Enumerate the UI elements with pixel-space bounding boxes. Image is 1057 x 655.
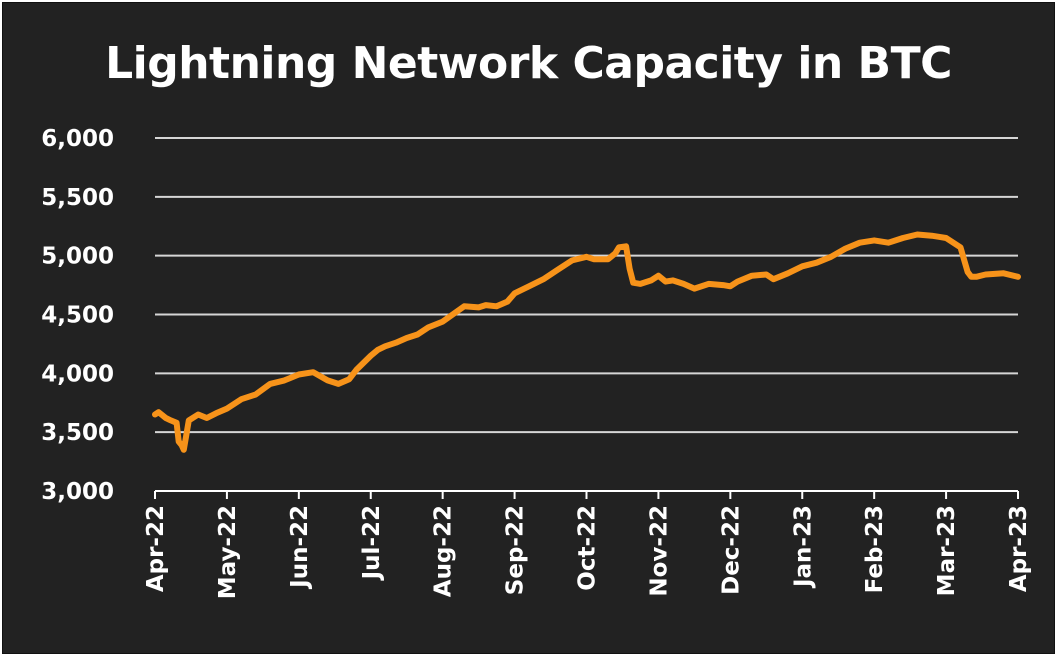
x-tick-label: Apr-23: [1006, 505, 1032, 592]
y-tick-label: 6,000: [41, 126, 114, 152]
series-layer: [152, 231, 1021, 453]
x-tick-label: Sep-22: [503, 505, 529, 595]
x-tick-label: Oct-22: [575, 505, 601, 591]
x-tick-label: Nov-22: [646, 505, 672, 597]
x-tick-labels: Apr-22 May-22 Jun-22 Jul-22 Aug-22 Sep-22 Oct-…: [143, 505, 1032, 599]
y-tick-label: 4,000: [41, 361, 114, 387]
x-tick-label: Jun-22: [287, 505, 313, 590]
x-tick-label: Apr-22: [143, 505, 169, 592]
chart-title: Lightning Network Capacity in BTC: [105, 38, 952, 89]
series-line: [152, 231, 1021, 453]
x-tick-label: Dec-22: [718, 505, 744, 595]
y-tick-label: 4,500: [41, 303, 114, 329]
y-tick-label: 3,500: [41, 420, 114, 446]
x-tick-label: Mar-23: [934, 505, 960, 596]
x-tick-label: May-22: [215, 505, 241, 599]
x-tick-label: Jan-23: [790, 505, 816, 589]
y-tick-label: 3,000: [41, 479, 114, 505]
y-tick-label: 5,000: [41, 244, 114, 270]
x-tick-label: Jul-22: [359, 505, 385, 581]
grid-lines: [155, 137, 1018, 492]
y-tick-labels: 3,000 3,500 4,000 4,500 5,000 5,500 6,000: [41, 126, 114, 505]
x-tick-label: Feb-23: [862, 505, 888, 593]
y-tick-label: 5,500: [41, 185, 114, 211]
x-axis: [154, 490, 1019, 499]
x-tick-label: Aug-22: [431, 505, 457, 597]
